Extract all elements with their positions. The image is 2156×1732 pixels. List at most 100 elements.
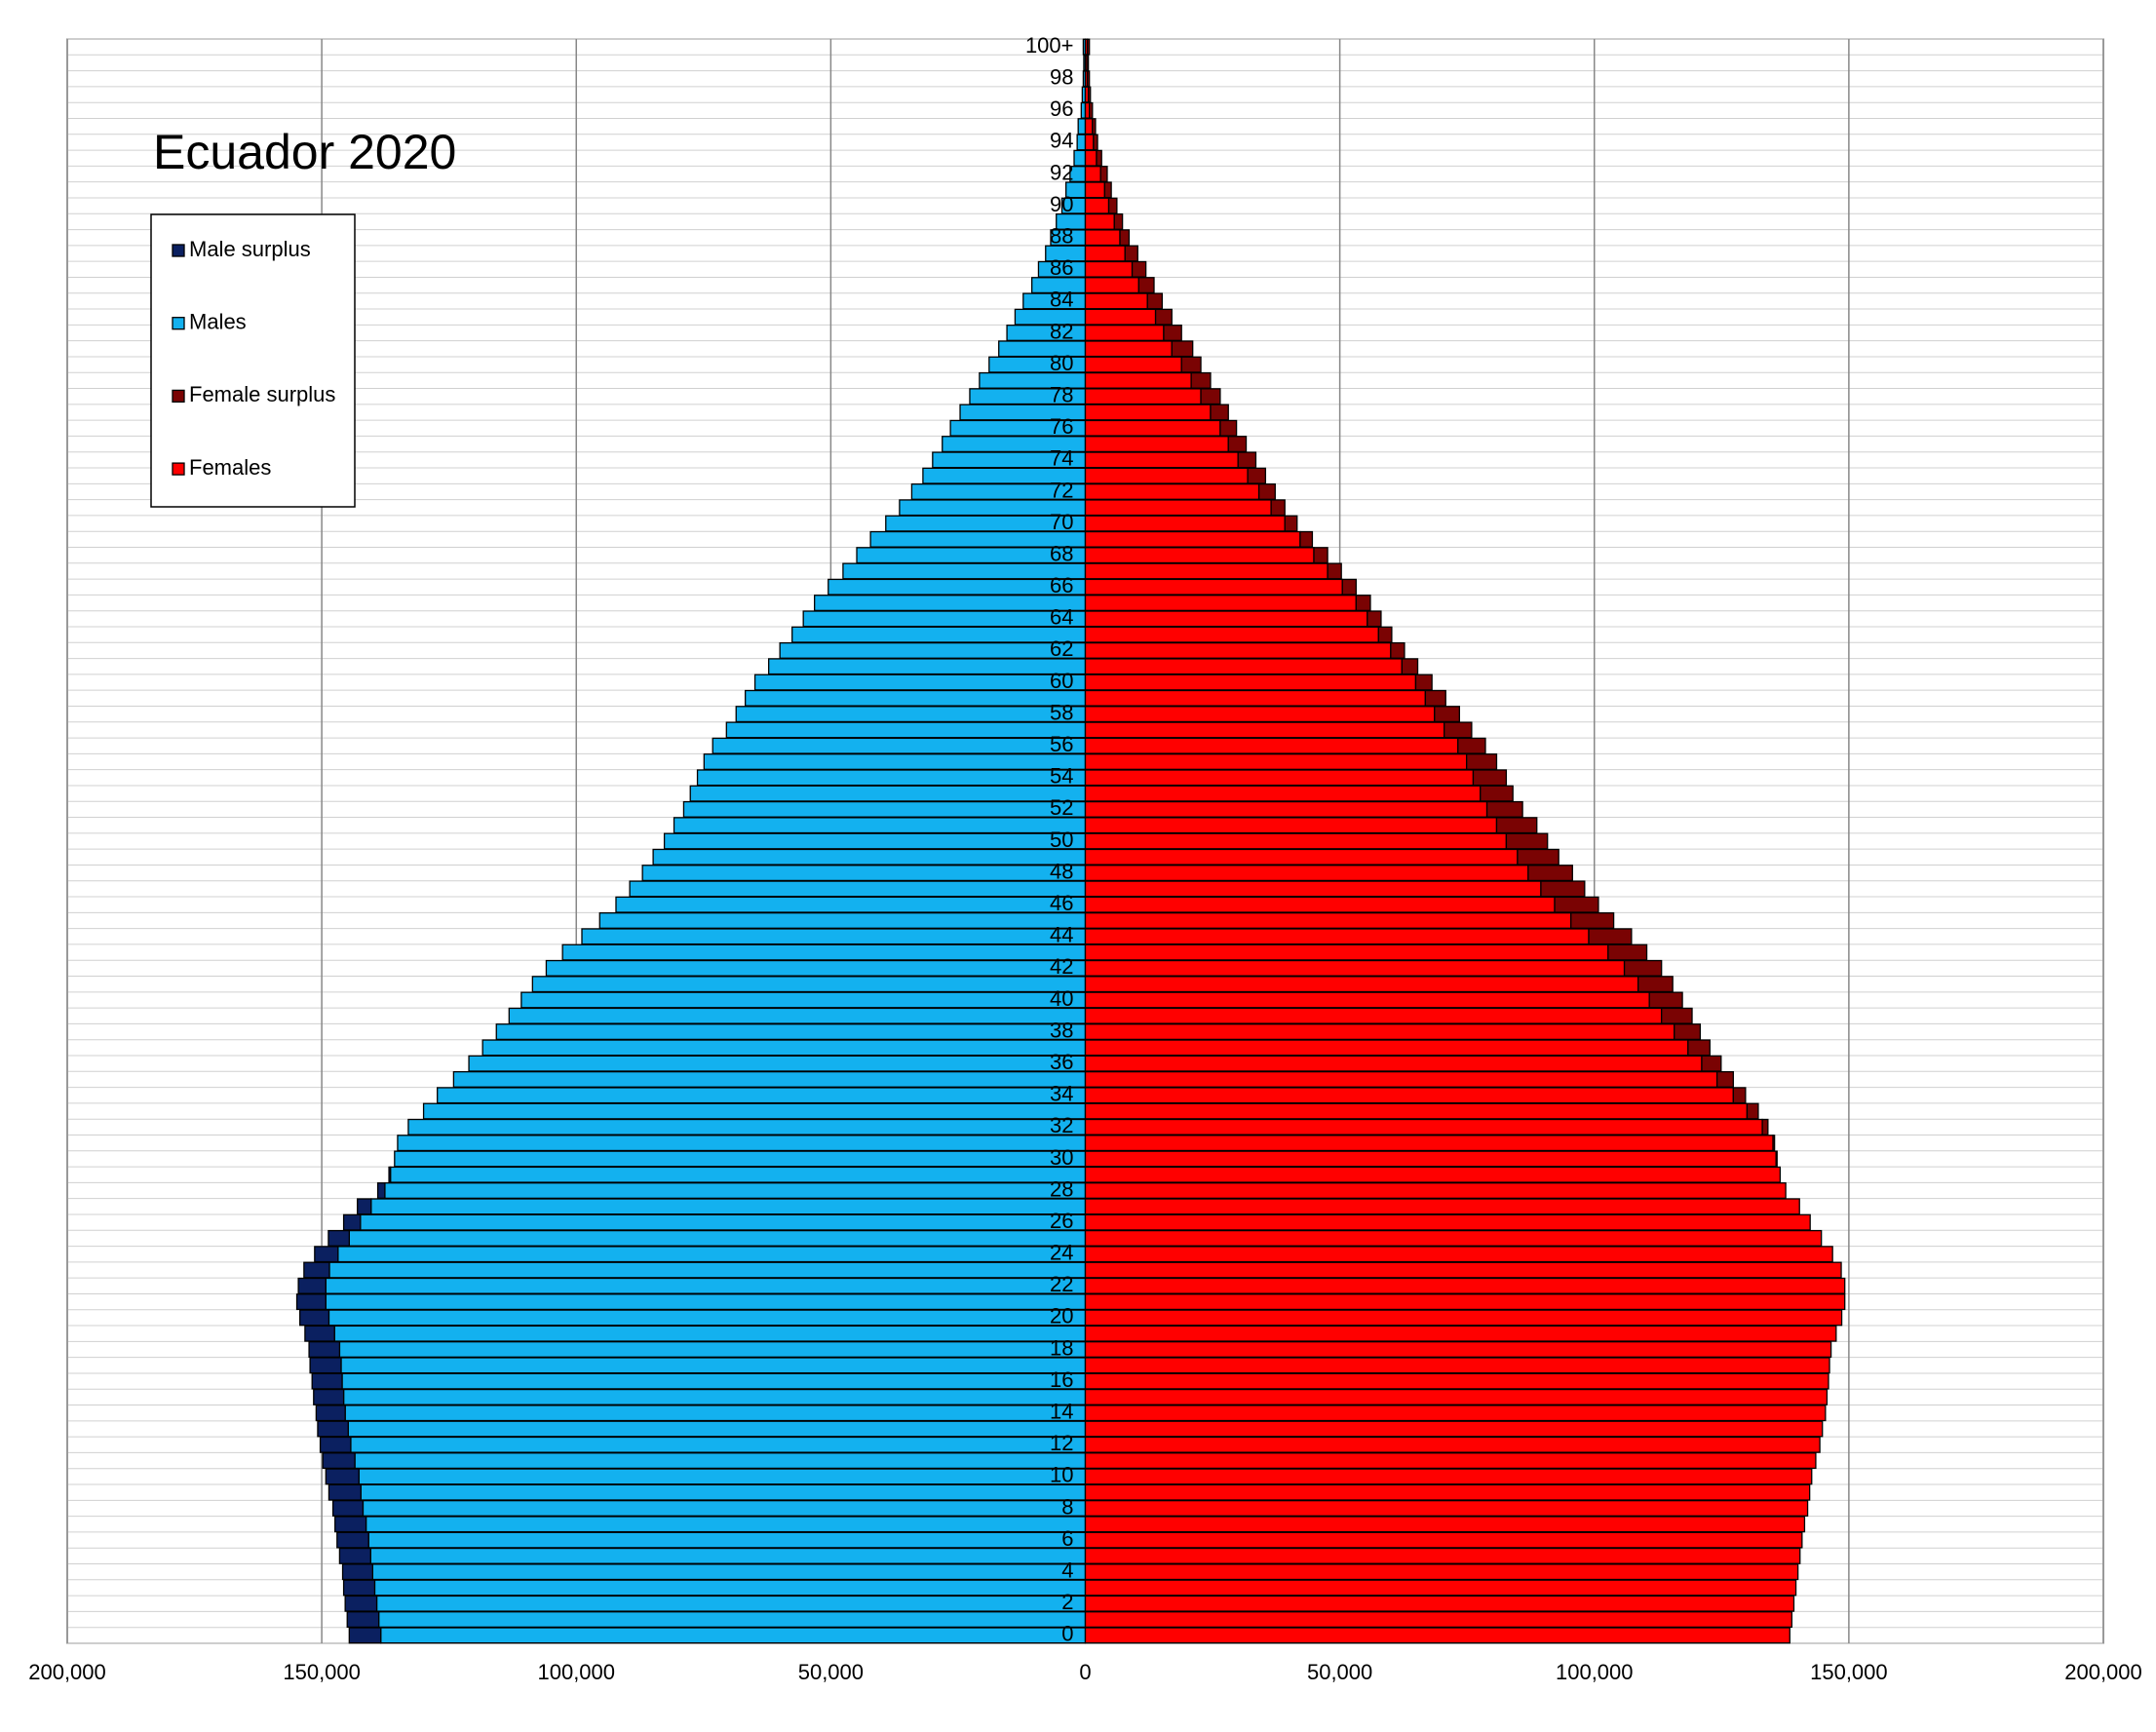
surplus-bar bbox=[1089, 101, 1094, 119]
bar bbox=[828, 578, 1087, 596]
bar bbox=[1084, 1563, 1799, 1581]
bar bbox=[1073, 149, 1087, 167]
surplus-bar bbox=[1355, 595, 1371, 612]
surplus-bar bbox=[317, 1420, 349, 1438]
bar bbox=[652, 848, 1087, 866]
surplus-bar bbox=[1775, 1150, 1778, 1168]
bar bbox=[375, 1595, 1087, 1612]
bar bbox=[1084, 1213, 1811, 1231]
bar bbox=[779, 641, 1087, 659]
bar bbox=[1076, 134, 1087, 151]
age-label: 38 bbox=[1050, 1018, 1073, 1042]
age-label: 46 bbox=[1050, 891, 1073, 915]
surplus-bar bbox=[304, 1325, 335, 1342]
bar bbox=[598, 912, 1087, 929]
bar bbox=[1084, 610, 1368, 628]
bar bbox=[1084, 991, 1650, 1009]
legend-label: Females bbox=[189, 455, 271, 480]
bar bbox=[1084, 800, 1488, 818]
bar bbox=[1084, 451, 1239, 469]
surplus-bar bbox=[1270, 499, 1286, 517]
bar bbox=[1084, 1516, 1806, 1533]
age-label: 26 bbox=[1050, 1209, 1073, 1233]
surplus-bar bbox=[1434, 706, 1461, 723]
age-label: 32 bbox=[1050, 1113, 1073, 1137]
bar bbox=[1084, 1405, 1827, 1422]
surplus-bar bbox=[1761, 1118, 1769, 1135]
bar bbox=[641, 865, 1087, 882]
bar bbox=[370, 1198, 1087, 1215]
surplus-bar bbox=[1715, 1070, 1734, 1088]
legend-swatch bbox=[172, 389, 185, 404]
surplus-bar bbox=[1472, 769, 1508, 787]
surplus-bar bbox=[325, 1468, 360, 1485]
age-label: 14 bbox=[1050, 1400, 1073, 1424]
surplus-bar bbox=[1113, 212, 1124, 230]
legend-swatch bbox=[172, 244, 185, 257]
bar bbox=[1084, 896, 1556, 913]
age-label: 100+ bbox=[1025, 33, 1074, 58]
bar bbox=[1084, 626, 1379, 643]
bar bbox=[1084, 245, 1126, 262]
age-label: 70 bbox=[1050, 510, 1073, 534]
surplus-bar bbox=[1099, 166, 1108, 182]
surplus-bar bbox=[1227, 436, 1248, 453]
x-tick-label: 200,000 bbox=[28, 1660, 106, 1684]
chart-title: Ecuador 2020 bbox=[153, 125, 456, 179]
labels: 200,000 150,000 100,000 50,000 0 50,000 100,00… bbox=[28, 33, 2142, 1684]
bar bbox=[354, 1452, 1087, 1470]
bar bbox=[1084, 1483, 1811, 1501]
surplus-bar bbox=[308, 1341, 341, 1358]
bar bbox=[1084, 1118, 1763, 1135]
age-label: 60 bbox=[1050, 669, 1073, 693]
bar bbox=[360, 1483, 1087, 1501]
bar bbox=[1084, 1246, 1833, 1263]
surplus-bar bbox=[1087, 86, 1092, 103]
bar bbox=[371, 1563, 1087, 1581]
surplus-bar bbox=[342, 1579, 376, 1597]
bar bbox=[1084, 785, 1482, 802]
bar bbox=[1084, 865, 1529, 882]
age-label: 30 bbox=[1050, 1145, 1073, 1170]
bar bbox=[1084, 1372, 1829, 1390]
bar bbox=[1084, 371, 1192, 389]
surplus-bar bbox=[1086, 38, 1091, 56]
bar bbox=[350, 1436, 1087, 1453]
bar bbox=[1084, 817, 1498, 834]
surplus-bar bbox=[1377, 626, 1393, 643]
age-label: 98 bbox=[1050, 65, 1073, 90]
bar bbox=[1084, 1357, 1830, 1374]
age-label: 40 bbox=[1050, 986, 1073, 1011]
bar bbox=[360, 1213, 1087, 1231]
bar bbox=[1084, 1579, 1797, 1597]
age-label: 2 bbox=[1061, 1590, 1073, 1614]
bar bbox=[1084, 1150, 1777, 1168]
surplus-bar bbox=[1146, 292, 1164, 310]
age-label: 16 bbox=[1050, 1367, 1073, 1392]
bar bbox=[1084, 530, 1301, 548]
bar bbox=[1084, 1102, 1749, 1120]
bar bbox=[1084, 1087, 1734, 1104]
age-label: 90 bbox=[1050, 192, 1073, 216]
bar bbox=[689, 785, 1087, 802]
surplus-bar bbox=[315, 1405, 346, 1422]
age-label: 42 bbox=[1050, 954, 1073, 979]
surplus-bar bbox=[1247, 467, 1267, 484]
age-label: 0 bbox=[1061, 1622, 1073, 1646]
bar bbox=[663, 832, 1087, 850]
surplus-bar bbox=[1414, 674, 1433, 691]
surplus-bar bbox=[299, 1309, 330, 1327]
bar bbox=[753, 674, 1087, 691]
age-label: 28 bbox=[1050, 1176, 1073, 1201]
surplus-bar bbox=[357, 1198, 372, 1215]
age-label: 8 bbox=[1061, 1494, 1073, 1519]
bar bbox=[452, 1070, 1087, 1088]
surplus-bar bbox=[348, 1627, 382, 1644]
bar bbox=[1084, 1452, 1817, 1470]
x-tick-label: 100,000 bbox=[537, 1660, 615, 1684]
surplus-bar bbox=[1588, 928, 1633, 945]
bar bbox=[1084, 212, 1115, 230]
bar bbox=[347, 1420, 1087, 1438]
bar bbox=[325, 1293, 1087, 1311]
legend: Male surplus Males Female surplus Females bbox=[150, 213, 356, 508]
